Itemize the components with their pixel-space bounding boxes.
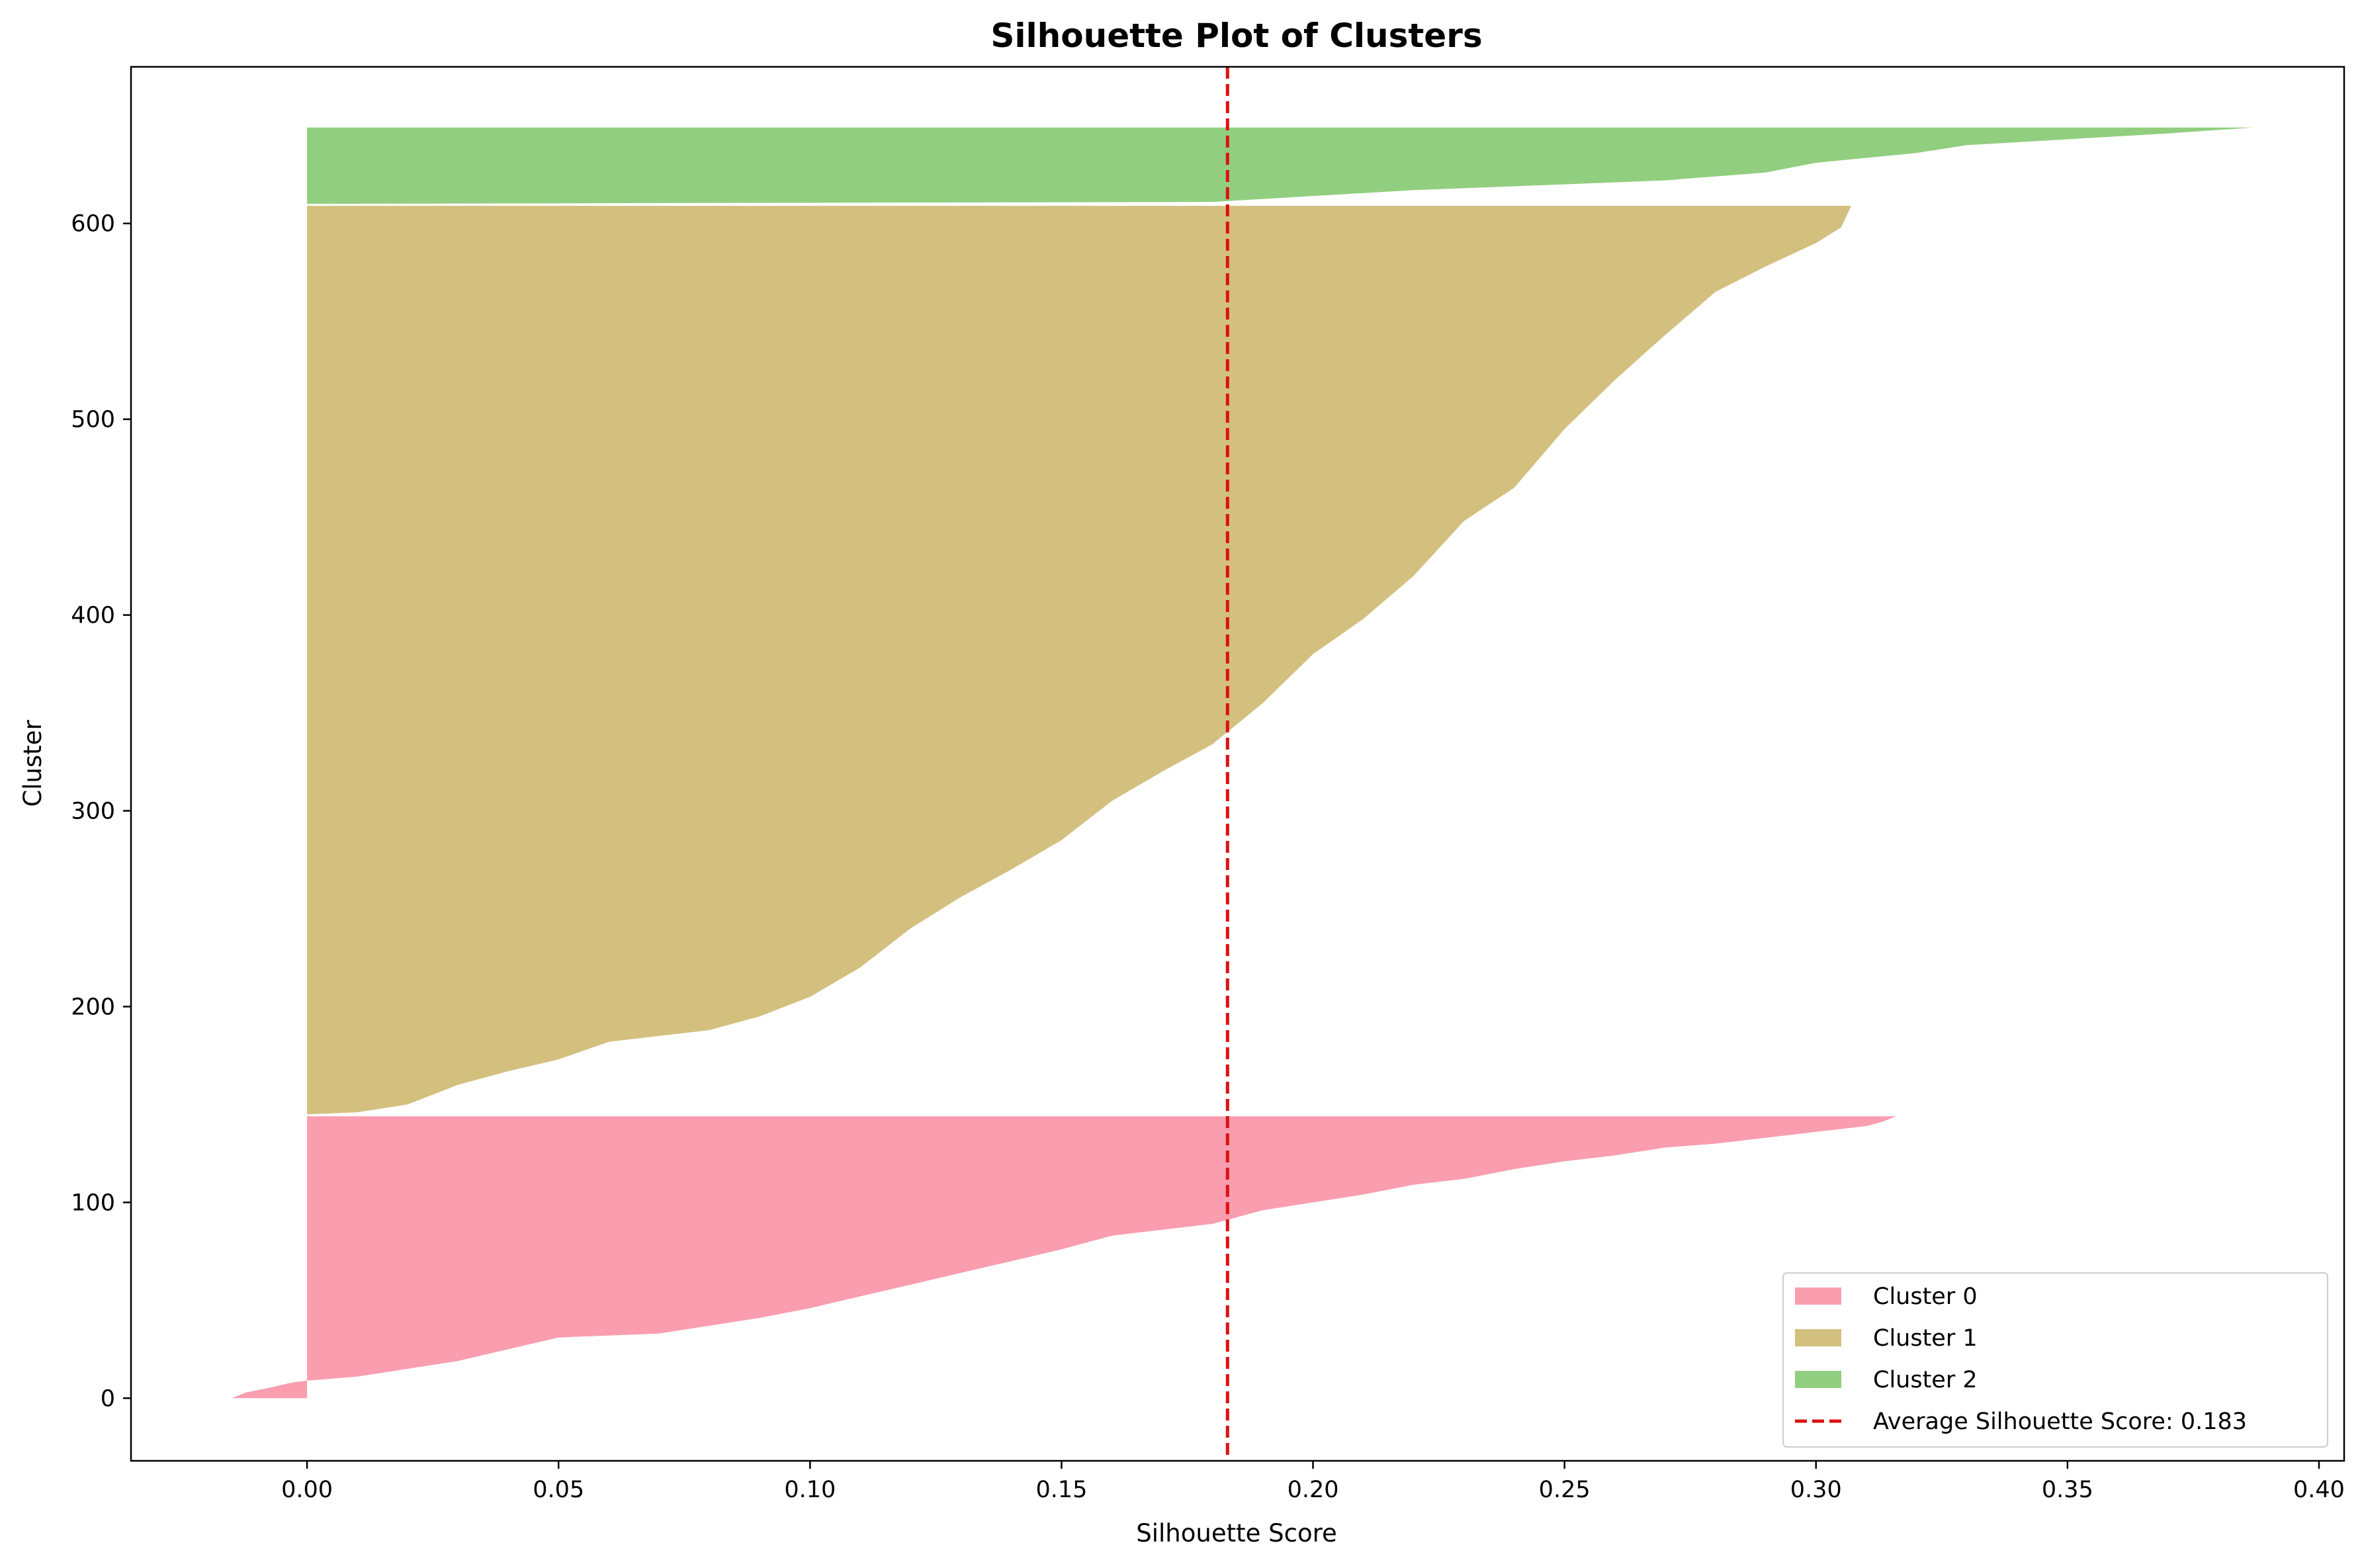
legend-label-cluster-2: Cluster 2 [1873, 1367, 1978, 1393]
x-tick-label: 0.40 [2293, 1477, 2345, 1503]
cluster-2-area [307, 127, 2254, 204]
x-axis-label: Silhouette Score [1136, 1519, 1337, 1547]
plot-frame [130, 65, 2345, 1462]
y-axis-label: Cluster [19, 720, 47, 807]
x-axis-ticks: 0.00 0.05 0.10 0.15 0.20 0.25 0.30 0.35 0.40 [281, 1461, 2345, 1503]
x-tick-label: 0.15 [1035, 1477, 1087, 1503]
x-tick-label: 0.00 [281, 1477, 333, 1503]
x-tick-label: 0.20 [1288, 1477, 1339, 1503]
legend-swatch-cluster-1 [1795, 1329, 1841, 1346]
y-tick-label: 600 [71, 211, 115, 238]
cluster-0-area [232, 1116, 1897, 1399]
legend: Cluster 0 Cluster 1 Cluster 2 Average Si… [1782, 1272, 2328, 1448]
x-tick-label: 0.25 [1539, 1477, 1591, 1503]
y-tick-label: 0 [101, 1385, 115, 1412]
y-tick-label: 500 [71, 407, 115, 433]
y-tick-label: 100 [71, 1190, 115, 1216]
x-tick-label: 0.30 [1790, 1477, 1842, 1503]
y-axis-ticks: 0 100 200 300 400 500 600 [71, 211, 131, 1412]
legend-swatch-cluster-0 [1795, 1287, 1841, 1305]
cluster-areas [232, 127, 2254, 1399]
cluster-1-area [307, 206, 1851, 1115]
x-tick-label: 0.35 [2042, 1477, 2093, 1503]
legend-label-cluster-1: Cluster 1 [1873, 1325, 1978, 1352]
chart-title: Silhouette Plot of Clusters [990, 17, 1482, 55]
legend-label-average-line: Average Silhouette Score: 0.183 [1873, 1409, 2247, 1435]
x-tick-label: 0.05 [533, 1477, 584, 1503]
y-tick-label: 300 [71, 799, 115, 825]
x-tick-label: 0.10 [784, 1477, 836, 1503]
y-tick-label: 200 [71, 994, 115, 1020]
legend-swatch-cluster-2 [1795, 1371, 1841, 1388]
legend-frame [1782, 1272, 2328, 1448]
legend-label-cluster-0: Cluster 0 [1873, 1284, 1978, 1310]
y-tick-label: 400 [71, 603, 115, 629]
